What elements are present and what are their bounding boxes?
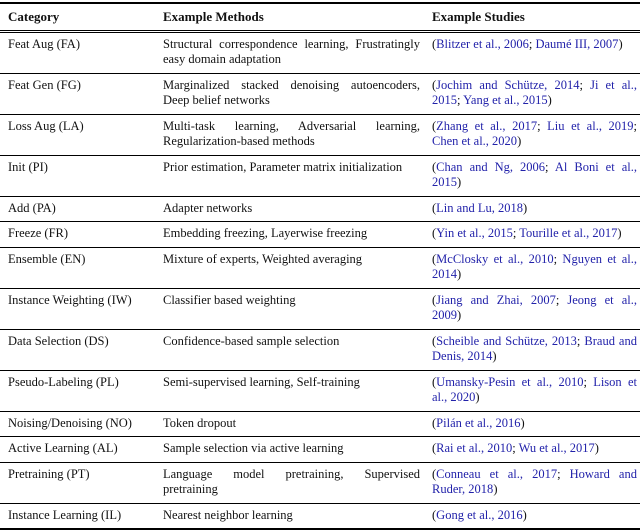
- category-cell: Loss Aug (LA): [0, 113, 163, 155]
- studies-cell: (Umansky-Pesin et al., 2010; Lison et al…: [432, 369, 640, 411]
- studies-cell: (McClosky et al., 2010; Nguyen et al., 2…: [432, 246, 640, 288]
- citation-link[interactable]: Scheible and Schütze, 2013: [436, 333, 577, 348]
- table-row: Add (PA) Adapter networks (Lin and Lu, 2…: [0, 195, 640, 222]
- table-row: Pseudo-Labeling (PL) Semi-supervised lea…: [0, 369, 640, 411]
- studies-cell: (Pilán et al., 2016): [432, 410, 640, 437]
- methods-cell: Classifier based weighting: [163, 287, 432, 329]
- citation-link[interactable]: Pilán et al., 2016: [436, 415, 521, 430]
- citation-link[interactable]: Jeong et al., 2009: [432, 292, 637, 323]
- category-cell: Noising/Denoising (NO): [0, 410, 163, 437]
- table-row: Pretraining (PT) Language model pretrain…: [0, 461, 640, 503]
- studies-cell: (Zhang et al., 2017; Liu et al., 2019; C…: [432, 113, 640, 155]
- studies-cell: (Jochim and Schütze, 2014; Ji et al., 20…: [432, 72, 640, 114]
- category-cell: Active Learning (AL): [0, 436, 163, 462]
- citation-link[interactable]: Blitzer et al., 2006: [436, 36, 529, 51]
- category-cell: Data Selection (DS): [0, 328, 163, 370]
- table-row: Init (PI) Prior estimation, Parameter ma…: [0, 154, 640, 196]
- table-row: Freeze (FR) Embedding freezing, Layerwis…: [0, 221, 640, 247]
- citation-link[interactable]: Ji et al., 2015: [432, 77, 637, 108]
- citation-link[interactable]: McClosky et al., 2010: [436, 251, 554, 266]
- studies-cell: (Yin et al., 2015; Tourille et al., 2017…: [432, 221, 640, 247]
- category-cell: Ensemble (EN): [0, 246, 163, 288]
- column-header-example-methods: Example Methods: [163, 3, 432, 33]
- citation-link[interactable]: Umansky-Pesin et al., 2010: [436, 374, 584, 389]
- citation-link[interactable]: Yin et al., 2015: [436, 226, 513, 240]
- citation-link[interactable]: Chen et al., 2020: [432, 134, 518, 148]
- citation-link[interactable]: Jochim and Schütze, 2014: [436, 77, 580, 92]
- category-cell: Freeze (FR): [0, 221, 163, 247]
- table-row: Ensemble (EN) Mixture of experts, Weight…: [0, 246, 640, 288]
- table-body: Feat Aug (FA) Structural correspondence …: [0, 30, 640, 529]
- methods-cell: Multi-task learning, Adversarial learnin…: [163, 113, 432, 155]
- citation-link[interactable]: Tourille et al., 2017: [519, 226, 618, 240]
- studies-cell: (Rai et al., 2010; Wu et al., 2017): [432, 436, 640, 462]
- citation-link[interactable]: Chan and Ng, 2006: [436, 159, 546, 174]
- methods-cell: Sample selection via active learning: [163, 436, 432, 462]
- header-row: Category Example Methods Example Studies: [0, 3, 640, 33]
- category-cell: Pretraining (PT): [0, 461, 163, 503]
- category-cell: Init (PI): [0, 154, 163, 196]
- studies-cell: (Chan and Ng, 2006; Al Boni et al., 2015…: [432, 154, 640, 196]
- methods-cell: Nearest neighbor learning: [163, 502, 432, 529]
- citation-link[interactable]: Wu et al., 2017: [518, 441, 595, 455]
- table-row: Noising/Denoising (NO) Token dropout (Pi…: [0, 410, 640, 437]
- column-header-example-studies: Example Studies: [432, 3, 640, 33]
- studies-cell: (Lin and Lu, 2018): [432, 195, 640, 222]
- category-cell: Instance Weighting (IW): [0, 287, 163, 329]
- citation-link[interactable]: Gong et al., 2016: [436, 507, 523, 522]
- studies-cell: (Blitzer et al., 2006; Daumé III, 2007): [432, 30, 640, 73]
- studies-cell: (Jiang and Zhai, 2007; Jeong et al., 200…: [432, 287, 640, 329]
- citation-link[interactable]: Al Boni et al., 2015: [432, 159, 637, 190]
- studies-cell: (Gong et al., 2016): [432, 502, 640, 529]
- table-row: Instance Weighting (IW) Classifier based…: [0, 287, 640, 329]
- citation-link[interactable]: Liu et al., 2019: [547, 118, 634, 133]
- methods-cell: Adapter networks: [163, 195, 432, 222]
- citation-link[interactable]: Howard and Ruder, 2018: [432, 466, 637, 497]
- table-row: Feat Aug (FA) Structural correspondence …: [0, 30, 640, 73]
- methods-cell: Confidence-based sample selection: [163, 328, 432, 370]
- methods-cell: Mixture of experts, Weighted averaging: [163, 246, 432, 288]
- methods-cell: Token dropout: [163, 410, 432, 437]
- citation-link[interactable]: Yang et al., 2015: [463, 93, 548, 107]
- table-row: Feat Gen (FG) Marginalized stacked denoi…: [0, 72, 640, 114]
- table-row: Instance Learning (IL) Nearest neighbor …: [0, 502, 640, 529]
- citation-link[interactable]: Lison et al., 2020: [432, 374, 637, 405]
- category-cell: Pseudo-Labeling (PL): [0, 369, 163, 411]
- table-row: Data Selection (DS) Confidence-based sam…: [0, 328, 640, 370]
- citation-link[interactable]: Conneau et al., 2017: [436, 466, 558, 481]
- citation-link[interactable]: Lin and Lu, 2018: [436, 200, 523, 215]
- methods-cell: Prior estimation, Parameter matrix initi…: [163, 154, 432, 196]
- methods-cell: Structural correspondence learning, Frus…: [163, 30, 432, 73]
- citation-link[interactable]: Nguyen et al., 2014: [432, 251, 637, 282]
- category-cell: Add (PA): [0, 195, 163, 222]
- methods-cell: Language model pretraining, Supervised p…: [163, 461, 432, 503]
- methods-cell: Marginalized stacked denoising autoencod…: [163, 72, 432, 114]
- column-header-category: Category: [0, 3, 163, 33]
- citation-link[interactable]: Rai et al., 2010: [436, 441, 513, 455]
- citation-link[interactable]: Braud and Denis, 2014: [432, 333, 637, 364]
- methods-cell: Embedding freezing, Layerwise freezing: [163, 221, 432, 247]
- methods-cell: Semi-supervised learning, Self-training: [163, 369, 432, 411]
- citation-link[interactable]: Daumé III, 2007: [535, 36, 619, 51]
- category-cell: Instance Learning (IL): [0, 502, 163, 529]
- studies-cell: (Scheible and Schütze, 2013; Braud and D…: [432, 328, 640, 370]
- table-row: Loss Aug (LA) Multi-task learning, Adver…: [0, 113, 640, 155]
- citation-link[interactable]: Jiang and Zhai, 2007: [436, 292, 556, 307]
- table-row: Active Learning (AL) Sample selection vi…: [0, 436, 640, 462]
- category-cell: Feat Gen (FG): [0, 72, 163, 114]
- table-header: Category Example Methods Example Studies: [0, 3, 640, 33]
- studies-cell: (Conneau et al., 2017; Howard and Ruder,…: [432, 461, 640, 503]
- citation-link[interactable]: Zhang et al., 2017: [436, 118, 538, 133]
- category-cell: Feat Aug (FA): [0, 30, 163, 73]
